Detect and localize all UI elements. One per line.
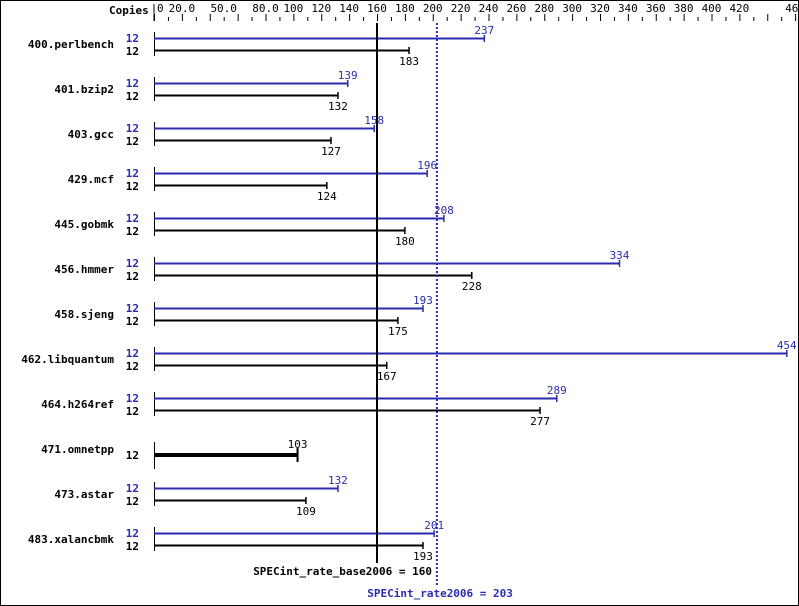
tick-label: 50.0 xyxy=(210,2,237,15)
base-value-label: 183 xyxy=(399,55,419,68)
tick-label: 220 xyxy=(451,2,471,15)
peak-value-label: 158 xyxy=(364,114,384,127)
peak-value-label: 132 xyxy=(328,474,348,487)
base-copies: 12 xyxy=(126,180,139,193)
benchmark-label: 458.sjeng xyxy=(54,308,114,321)
benchmark-label: 445.gobmk xyxy=(54,218,114,231)
peak-copies: 12 xyxy=(126,527,139,540)
peak-value-label: 334 xyxy=(610,249,630,262)
peak-value-label: 289 xyxy=(547,384,567,397)
tick-label: 100 xyxy=(283,2,303,15)
base-copies: 12 xyxy=(126,270,139,283)
tick-label: 280 xyxy=(534,2,554,15)
tick-label: 80.0 xyxy=(252,2,279,15)
base-value-label: 109 xyxy=(296,505,316,518)
peak-copies: 12 xyxy=(126,392,139,405)
tick-label: 180 xyxy=(395,2,415,15)
peak-reference-label: SPECint_rate2006 = 203 xyxy=(367,587,513,600)
base-copies: 12 xyxy=(126,90,139,103)
base-copies: 12 xyxy=(126,135,139,148)
benchmark-label: 471.omnetpp xyxy=(41,443,114,456)
peak-copies: 12 xyxy=(126,212,139,225)
benchmark-label: 401.bzip2 xyxy=(54,83,114,96)
peak-value-label: 196 xyxy=(417,159,437,172)
peak-copies: 12 xyxy=(126,302,139,315)
base-value-label: 132 xyxy=(328,100,348,113)
peak-copies: 12 xyxy=(126,347,139,360)
base-copies: 12 xyxy=(126,405,139,418)
base-value-label: 175 xyxy=(388,325,408,338)
tick-label: 420 xyxy=(729,2,749,15)
tick-label: 460 xyxy=(785,2,798,15)
benchmark-label: 403.gcc xyxy=(68,128,114,141)
peak-copies: 12 xyxy=(126,482,139,495)
tick-label: 20.0 xyxy=(169,2,196,15)
tick-label: 140 xyxy=(339,2,359,15)
base-reference-label: SPECint_rate_base2006 = 160 xyxy=(253,565,432,578)
base-copies: 12 xyxy=(126,495,139,508)
tick-label: 0 xyxy=(157,2,164,15)
base-copies: 12 xyxy=(126,45,139,58)
tick-label: 160 xyxy=(367,2,387,15)
peak-value-label: 208 xyxy=(434,204,454,217)
benchmark-label: 464.h264ref xyxy=(41,398,114,411)
base-value-label: 180 xyxy=(395,235,415,248)
axis-label: Copies xyxy=(109,4,149,17)
benchmark-label: 429.mcf xyxy=(68,173,114,186)
base-copies: 12 xyxy=(126,449,139,462)
base-value-label: 228 xyxy=(462,280,482,293)
tick-label: 200 xyxy=(423,2,443,15)
base-copies: 12 xyxy=(126,315,139,328)
tick-label: 400 xyxy=(702,2,722,15)
base-value-label: 277 xyxy=(530,415,550,428)
peak-copies: 12 xyxy=(126,167,139,180)
tick-label: 300 xyxy=(562,2,582,15)
base-copies: 12 xyxy=(126,225,139,238)
tick-label: 260 xyxy=(506,2,526,15)
peak-copies: 12 xyxy=(126,32,139,45)
base-value-label: 103 xyxy=(288,438,308,451)
peak-copies: 12 xyxy=(126,122,139,135)
tick-label: 120 xyxy=(311,2,331,15)
base-value-label: 124 xyxy=(317,190,337,203)
base-value-label: 127 xyxy=(321,145,341,158)
benchmark-label: 473.astar xyxy=(54,488,114,501)
benchmark-label: 456.hmmer xyxy=(54,263,114,276)
peak-value-label: 139 xyxy=(338,69,358,82)
peak-copies: 12 xyxy=(126,77,139,90)
peak-value-label: 237 xyxy=(474,24,494,37)
benchmark-label: 483.xalancbmk xyxy=(28,533,114,546)
base-value-label: 193 xyxy=(413,550,433,563)
benchmark-label: 462.libquantum xyxy=(21,353,114,366)
peak-value-label: 201 xyxy=(424,519,444,532)
tick-label: 360 xyxy=(646,2,666,15)
benchmark-label: 400.perlbench xyxy=(28,38,114,51)
base-value-label: 167 xyxy=(377,370,397,383)
base-copies: 12 xyxy=(126,360,139,373)
base-copies: 12 xyxy=(126,540,139,553)
tick-label: 320 xyxy=(590,2,610,15)
tick-label: 340 xyxy=(618,2,638,15)
tick-label: 380 xyxy=(674,2,694,15)
peak-value-label: 193 xyxy=(413,294,433,307)
tick-label: 240 xyxy=(479,2,499,15)
peak-value-label: 454 xyxy=(777,339,797,352)
peak-copies: 12 xyxy=(126,257,139,270)
